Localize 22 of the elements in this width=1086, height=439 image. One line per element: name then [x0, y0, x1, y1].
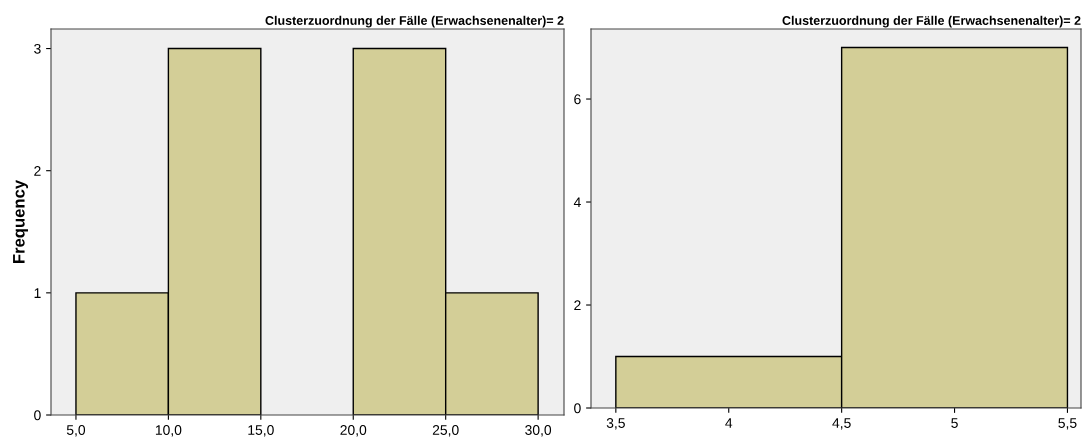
x-tick-label: 4 [725, 418, 733, 428]
y-tick-label: 6 [574, 94, 581, 105]
y-tick-label: 2 [574, 300, 581, 311]
x-tick-label: 20,0 [340, 425, 367, 437]
y-tick-label: 2 [34, 166, 41, 176]
y-axis-title: Frequency [13, 179, 28, 264]
x-tick-label: 10,0 [155, 425, 182, 437]
x-tick-label: 3,5 [606, 418, 625, 430]
x-tick-label: 30,0 [525, 425, 552, 437]
y-tick-label: 0 [574, 403, 581, 414]
x-tick-label: 25,0 [432, 425, 459, 437]
x-tick-label: 4,5 [832, 418, 851, 430]
y-tick-label: 1 [34, 288, 41, 298]
x-tick-label: 5,0 [66, 425, 86, 437]
y-tick-label: 3 [34, 43, 41, 54]
chart-title: Clusterzuordnung der Fälle (Erwachsenenalter)= 2 [782, 15, 1081, 28]
y-tick-label: 4 [573, 197, 581, 208]
x-tick-label: 5 [951, 418, 958, 428]
x-tick-label: 15,0 [248, 425, 274, 437]
x-tick-label: 5,5 [1058, 418, 1077, 430]
chart-title: Clusterzuordnung der Fälle (Erwachsenenalter)= 2 [265, 15, 564, 28]
y-tick-label: 0 [34, 410, 41, 421]
